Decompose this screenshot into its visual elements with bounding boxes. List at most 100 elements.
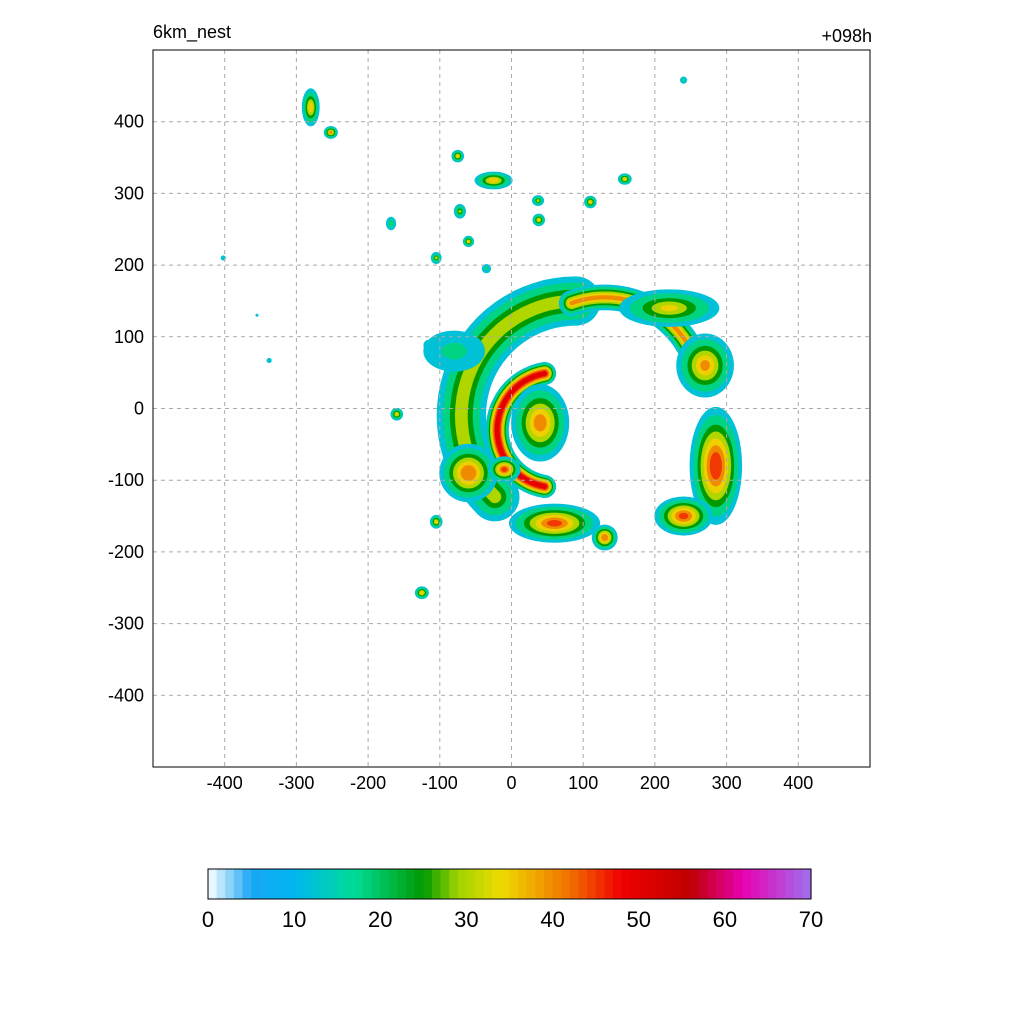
- colorbar-swatch: [569, 869, 580, 899]
- colorbar-tick-label: 50: [626, 907, 650, 932]
- colorbar-swatch: [388, 869, 399, 899]
- colorbar-swatch: [371, 869, 381, 899]
- y-tick-labels: 400 300 200 100 0 -100 -200 -300 -400: [108, 112, 144, 706]
- colorbar-swatch: [690, 869, 700, 899]
- colorbar-swatch: [759, 869, 769, 899]
- echo-feature-29: [439, 443, 498, 503]
- echo-feature-23: [511, 384, 570, 462]
- echo-contour: [546, 519, 563, 527]
- colorbar-swatch: [225, 869, 235, 899]
- colorbar-swatch: [578, 869, 588, 899]
- echo-contour: [588, 200, 592, 204]
- echo-contour: [388, 219, 395, 228]
- y-tick-label: 0: [134, 399, 144, 419]
- echo-feature-32: [591, 524, 618, 551]
- echo-band: [494, 371, 547, 489]
- y-tick-label: -300: [108, 614, 144, 634]
- y-tick-label: 300: [114, 183, 144, 203]
- x-tick-label: -400: [207, 773, 243, 793]
- y-tick-label: -200: [108, 542, 144, 562]
- colorbar-swatch: [655, 869, 666, 899]
- colorbar-swatch: [509, 869, 519, 899]
- echo-contour: [484, 266, 489, 271]
- echo-contour: [623, 177, 627, 181]
- echo-contour: [536, 199, 540, 203]
- colorbar-swatch: [363, 869, 373, 899]
- echo-feature-28: [654, 496, 713, 536]
- colorbar-tick-label: 0: [202, 907, 214, 932]
- colorbar-swatch: [345, 869, 356, 899]
- colorbar-swatch: [285, 869, 295, 899]
- colorbar-swatch: [518, 869, 528, 899]
- colorbar-swatch: [475, 869, 485, 899]
- echo-contour: [466, 239, 470, 243]
- colorbar-swatch: [216, 869, 226, 899]
- echo-contour: [537, 218, 541, 222]
- y-tick-label: -400: [108, 685, 144, 705]
- echo-contour: [266, 357, 272, 364]
- echo-feature-26: [676, 333, 734, 398]
- colorbar-swatch: [543, 869, 554, 899]
- colorbar-swatch: [302, 869, 312, 899]
- echo-contour: [700, 360, 710, 371]
- colorbar-swatch: [716, 869, 726, 899]
- echo-feature-25: [619, 289, 720, 327]
- echo-contour: [329, 130, 333, 134]
- echo-feature-16: [266, 357, 272, 364]
- colorbar-swatch: [793, 869, 803, 899]
- echo-feature-0: [301, 88, 320, 127]
- forecast-hour-label: +098h: [821, 26, 872, 46]
- panel-title: 6km_nest: [153, 22, 232, 42]
- colorbar-swatch: [742, 869, 752, 899]
- colorbar-swatch: [724, 869, 735, 899]
- colorbar-swatch: [647, 869, 657, 899]
- colorbar-swatch: [776, 869, 786, 899]
- colorbar-tick-label: 40: [540, 907, 564, 932]
- colorbar-swatch: [621, 869, 631, 899]
- echo-feature-8: [481, 264, 492, 274]
- colorbar-tick-label: 30: [454, 907, 478, 932]
- x-tick-label: -300: [278, 773, 314, 793]
- echo-feature-33: [423, 330, 485, 372]
- colorbar-swatch: [233, 869, 244, 899]
- colorbar-swatch: [242, 869, 252, 899]
- y-tick-label: 200: [114, 255, 144, 275]
- x-tick-label: -100: [422, 773, 458, 793]
- echo-contour: [434, 520, 438, 524]
- colorbar-swatch: [561, 869, 571, 899]
- echo-feature-20: [414, 586, 429, 600]
- colorbar-swatch: [268, 869, 278, 899]
- colorbar-swatch: [733, 869, 743, 899]
- echo-contour: [488, 178, 499, 183]
- echo-contour: [308, 102, 314, 113]
- colorbar-swatch: [406, 869, 416, 899]
- colorbar-swatch: [595, 869, 605, 899]
- echo-feature-10: [532, 213, 546, 227]
- x-tick-label: 400: [783, 773, 813, 793]
- colorbar-swatch: [707, 869, 717, 899]
- colorbar-swatch: [328, 869, 338, 899]
- colorbar-tick-label: 20: [368, 907, 392, 932]
- colorbar-swatch: [630, 869, 640, 899]
- colorbar-swatch: [337, 869, 347, 899]
- echo-feature-4: [453, 204, 466, 219]
- echo-contour: [458, 209, 462, 213]
- echo-contour: [601, 534, 609, 542]
- echo-feature-27: [689, 406, 743, 525]
- echo-feature-13: [679, 76, 688, 84]
- colorbar-swatch: [276, 869, 287, 899]
- colorbar-swatch: [587, 869, 597, 899]
- x-tick-label: 100: [568, 773, 598, 793]
- colorbar-tick-label: 10: [282, 907, 306, 932]
- echo-contour: [434, 256, 438, 260]
- echo-feature-18: [390, 407, 404, 421]
- colorbar-swatch: [699, 869, 709, 899]
- colorbar-swatch: [750, 869, 760, 899]
- echo-feature-19: [429, 514, 443, 529]
- echo-feature-31: [508, 503, 601, 543]
- colorbar-swatch: [673, 869, 683, 899]
- colorbar-swatch: [526, 869, 536, 899]
- echo-contour: [709, 452, 722, 480]
- echo-feature-15: [255, 313, 259, 317]
- colorbar-swatch: [681, 869, 691, 899]
